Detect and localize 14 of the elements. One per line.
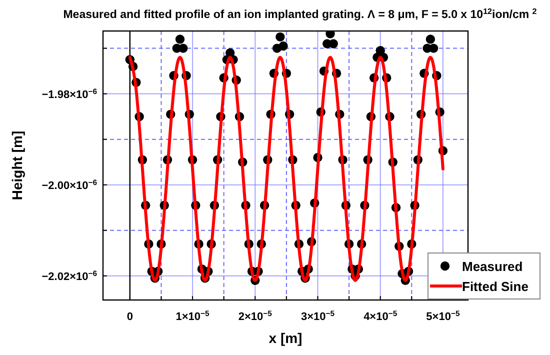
x-tick-label: 2×10$^{−5}$ bbox=[238, 308, 273, 323]
x-tick-label: 0 bbox=[126, 311, 133, 323]
y-tick-label: −2.00×10$^{−6}$ bbox=[42, 177, 97, 192]
y-tick-label: −2.02×10$^{−6}$ bbox=[42, 268, 97, 283]
x-axis-title: x [m] bbox=[268, 330, 302, 346]
x-tick-label: 5×10$^{−5}$ bbox=[426, 308, 460, 323]
x-tick-label: 3×10$^{−5}$ bbox=[300, 308, 336, 323]
y-axis-title: Height [m] bbox=[9, 130, 25, 200]
legend-label: Fitted Sine bbox=[462, 279, 528, 294]
y-tick-label: −1.98×10$^{−6}$ bbox=[42, 86, 97, 101]
x-tick-label: 4×10$^{−5}$ bbox=[364, 308, 398, 323]
legend-label: Measured bbox=[462, 259, 523, 274]
x-tick-label: 1×10$^{−5}$ bbox=[176, 308, 210, 323]
chart-title: Measured and fitted profile of an ion implanted grating. Λ = 8 μm, F = 5.0 x 10$^{12}$ion/cm $^{2}$ bbox=[63, 6, 538, 21]
